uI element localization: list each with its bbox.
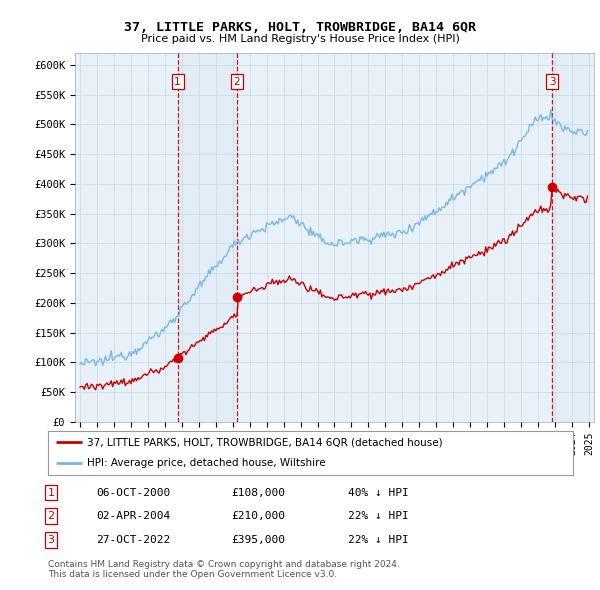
Text: 27-OCT-2022: 27-OCT-2022: [96, 535, 170, 545]
Text: HPI: Average price, detached house, Wiltshire: HPI: Average price, detached house, Wilt…: [88, 458, 326, 468]
Text: 22% ↓ HPI: 22% ↓ HPI: [348, 535, 409, 545]
Text: 3: 3: [549, 77, 556, 87]
Text: 1: 1: [47, 488, 55, 497]
Text: 37, LITTLE PARKS, HOLT, TROWBRIDGE, BA14 6QR: 37, LITTLE PARKS, HOLT, TROWBRIDGE, BA14…: [124, 21, 476, 34]
Text: 40% ↓ HPI: 40% ↓ HPI: [348, 488, 409, 497]
Text: £395,000: £395,000: [231, 535, 285, 545]
Text: 37, LITTLE PARKS, HOLT, TROWBRIDGE, BA14 6QR (detached house): 37, LITTLE PARKS, HOLT, TROWBRIDGE, BA14…: [88, 437, 443, 447]
Text: 2: 2: [233, 77, 240, 87]
Text: £210,000: £210,000: [231, 512, 285, 521]
Text: 1: 1: [175, 77, 181, 87]
Bar: [178, 53, 237, 422]
Bar: [552, 53, 589, 422]
Text: Contains HM Land Registry data © Crown copyright and database right 2024.
This d: Contains HM Land Registry data © Crown c…: [48, 560, 400, 579]
Text: 02-APR-2004: 02-APR-2004: [96, 512, 170, 521]
Text: 3: 3: [47, 535, 55, 545]
Text: Price paid vs. HM Land Registry's House Price Index (HPI): Price paid vs. HM Land Registry's House …: [140, 34, 460, 44]
Text: 22% ↓ HPI: 22% ↓ HPI: [348, 512, 409, 521]
Text: 06-OCT-2000: 06-OCT-2000: [96, 488, 170, 497]
Text: 2: 2: [47, 512, 55, 521]
Text: £108,000: £108,000: [231, 488, 285, 497]
